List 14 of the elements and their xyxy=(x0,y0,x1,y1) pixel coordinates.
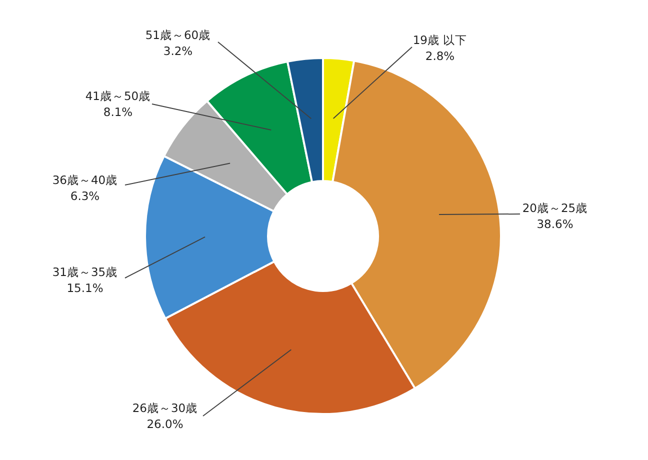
data-label: 26.0% xyxy=(146,417,184,431)
slice-label: 36歳～40歳 xyxy=(52,173,118,187)
data-label: 8.1% xyxy=(103,105,133,119)
data-label: 15.1% xyxy=(66,281,104,295)
slice-label: 26歳～30歳 xyxy=(132,401,198,415)
data-label: 38.6% xyxy=(536,217,574,231)
slice-label: 31歳～35歳 xyxy=(52,265,118,279)
data-label: 6.3% xyxy=(70,189,100,203)
slice-label: 51歳～60歳 xyxy=(145,28,211,42)
slice-label: 19歳 以下 xyxy=(412,33,468,47)
slice-label: 20歳～25歳 xyxy=(522,201,588,215)
data-label: 2.8% xyxy=(425,49,455,63)
data-label: 3.2% xyxy=(163,44,193,58)
slice-label: 41歳～50歳 xyxy=(85,89,151,103)
